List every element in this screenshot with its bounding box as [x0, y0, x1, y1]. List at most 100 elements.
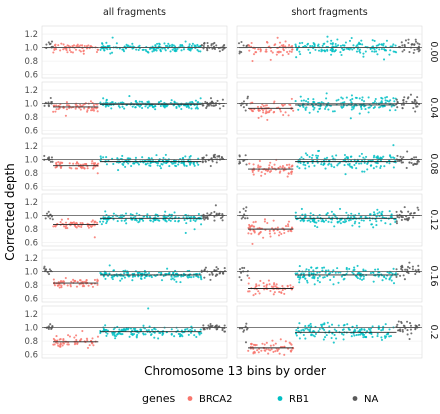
y-tick-label: 1.0 [24, 156, 38, 166]
data-point [364, 269, 367, 272]
data-point [330, 221, 333, 224]
data-point [348, 267, 351, 271]
data-point [188, 43, 191, 46]
data-point [252, 163, 255, 166]
y-tick-label: 0.8 [24, 113, 38, 123]
data-point [288, 166, 291, 169]
data-point [237, 42, 241, 45]
data-point [123, 272, 126, 275]
data-point [72, 221, 75, 224]
data-point [134, 218, 137, 221]
data-point [258, 232, 261, 235]
data-point [287, 225, 290, 228]
data-point [181, 157, 184, 160]
y-tick-label: 1.0 [24, 212, 38, 222]
data-point [323, 220, 326, 223]
data-point [287, 114, 290, 117]
data-point [353, 222, 356, 225]
data-point [416, 96, 419, 99]
data-point [176, 329, 179, 332]
data-point [266, 41, 269, 44]
data-point [320, 325, 323, 328]
data-point [189, 101, 192, 104]
data-point [241, 266, 244, 270]
data-point [243, 266, 246, 270]
data-point [192, 163, 195, 166]
data-point [78, 45, 81, 48]
data-point [347, 328, 351, 331]
data-point [330, 53, 333, 56]
data-point [138, 100, 141, 103]
data-point [161, 163, 164, 166]
data-point [173, 100, 176, 103]
data-point [282, 43, 285, 47]
data-point [145, 329, 148, 332]
data-point [199, 97, 202, 100]
data-point [285, 163, 289, 166]
data-point [257, 164, 260, 167]
data-point [352, 106, 355, 109]
data-point [192, 218, 195, 222]
data-point [323, 50, 327, 53]
data-point [170, 328, 173, 331]
data-point [380, 329, 383, 332]
data-point [55, 335, 58, 338]
data-point [190, 44, 193, 48]
data-point [400, 103, 403, 106]
data-point [361, 43, 364, 46]
y-tick-label: 0.8 [24, 57, 38, 67]
data-point [163, 106, 166, 109]
data-point [96, 103, 99, 106]
y-tick-label: 0.6 [24, 295, 38, 305]
data-point [92, 107, 95, 110]
data-point [355, 50, 359, 53]
data-point [44, 268, 48, 271]
facet-panel [236, 137, 423, 191]
data-point [290, 343, 293, 346]
data-point [203, 276, 206, 279]
data-point [73, 336, 76, 339]
data-point [405, 166, 408, 170]
data-point [246, 97, 249, 100]
data-point [313, 224, 317, 228]
data-point [247, 44, 250, 47]
data-point [122, 163, 125, 167]
data-point [152, 49, 156, 52]
data-point [380, 43, 383, 46]
data-point [300, 272, 303, 275]
data-point [171, 277, 174, 280]
data-point [376, 332, 379, 335]
y-tick-label: 0.6 [24, 239, 38, 249]
row-strip-label: 0.04 [428, 97, 439, 118]
data-point [369, 272, 372, 275]
data-point [403, 206, 406, 209]
data-point [298, 322, 301, 325]
data-point [156, 164, 159, 167]
data-point [340, 332, 344, 335]
data-point [289, 349, 292, 352]
data-point [169, 50, 172, 53]
data-point [146, 106, 149, 109]
data-point [408, 261, 411, 264]
data-point [374, 98, 377, 101]
data-point [184, 40, 187, 43]
data-point [354, 220, 357, 223]
data-point [356, 47, 359, 50]
data-point [51, 218, 54, 221]
data-point [221, 98, 224, 101]
data-point [52, 278, 55, 281]
data-point [326, 49, 329, 52]
data-point [380, 336, 383, 339]
data-point [375, 161, 378, 165]
data-point [400, 320, 403, 323]
data-point [332, 275, 335, 279]
data-point [238, 211, 241, 214]
data-point [173, 278, 176, 281]
data-point [344, 173, 347, 176]
data-point [210, 271, 213, 274]
data-point [123, 328, 126, 331]
data-point [205, 105, 208, 108]
data-point [372, 271, 375, 275]
data-point [392, 43, 395, 46]
data-point [327, 269, 330, 272]
